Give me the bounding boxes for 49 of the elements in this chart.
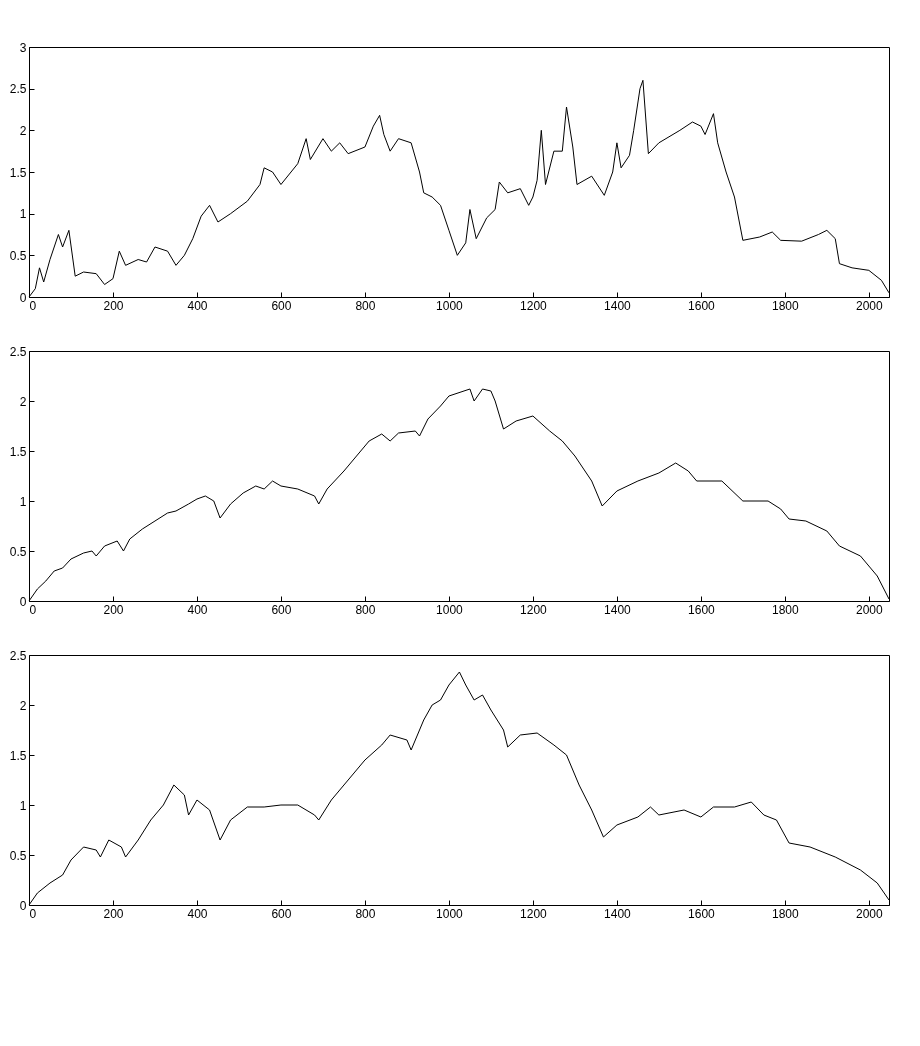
x-tick-label: 400 [187,602,208,617]
x-tick-label: 600 [271,298,292,313]
x-tick-label: 600 [271,906,292,921]
y-tick-label: 2.5 [9,648,27,663]
y-tick-label: 1 [19,798,27,813]
x-tick-label: 1400 [604,906,632,921]
y-tick-label: 2.5 [9,82,27,97]
x-tick-label: 2000 [855,906,884,921]
x-tick-label: 1800 [772,906,800,921]
y-tick-label: 2 [19,123,27,138]
y-tick-label: 2.5 [9,344,27,359]
y-tick-label: 1.5 [9,165,27,180]
x-tick-label: 800 [355,906,376,921]
y-tick-label: 0.5 [9,544,27,559]
x-tick-label: 1800 [772,298,800,313]
x-tick-label: 1800 [772,602,800,617]
x-tick-label: 800 [355,602,376,617]
y-tick-label: 1 [19,494,27,509]
x-tick-label: 1000 [436,906,464,921]
y-tick-label: 0.5 [9,848,27,863]
x-tick-label: 1600 [688,906,716,921]
x-tick-label: 1600 [688,298,716,313]
x-tick-label: 0 [29,298,37,313]
x-tick-label: 0 [29,602,37,617]
x-tick-label: 600 [271,602,292,617]
x-tick-label: 1000 [436,602,464,617]
y-tick-label: 1.5 [9,748,27,763]
y-tick-label: 1 [19,207,27,222]
x-tick-label: 1200 [520,602,548,617]
x-tick-label: 800 [355,298,376,313]
x-tick-label: 200 [103,906,124,921]
x-tick-label: 0 [29,906,37,921]
x-tick-label: 1200 [520,298,548,313]
y-tick-label: 3 [19,40,27,55]
y-tick-label: 2 [19,394,27,409]
x-tick-label: 1000 [436,298,464,313]
x-tick-label: 400 [187,906,208,921]
y-tick-label: 2 [19,698,27,713]
x-tick-label: 1400 [604,602,632,617]
y-tick-label: 0.5 [9,248,27,263]
x-tick-label: 1600 [688,602,716,617]
x-tick-label: 2000 [855,602,884,617]
x-tick-label: 400 [187,298,208,313]
x-tick-label: 1400 [604,298,632,313]
x-tick-label: 1200 [520,906,548,921]
x-tick-label: 200 [103,298,124,313]
x-tick-label: 2000 [855,298,884,313]
y-tick-label: 1.5 [9,444,27,459]
x-tick-label: 200 [103,602,124,617]
